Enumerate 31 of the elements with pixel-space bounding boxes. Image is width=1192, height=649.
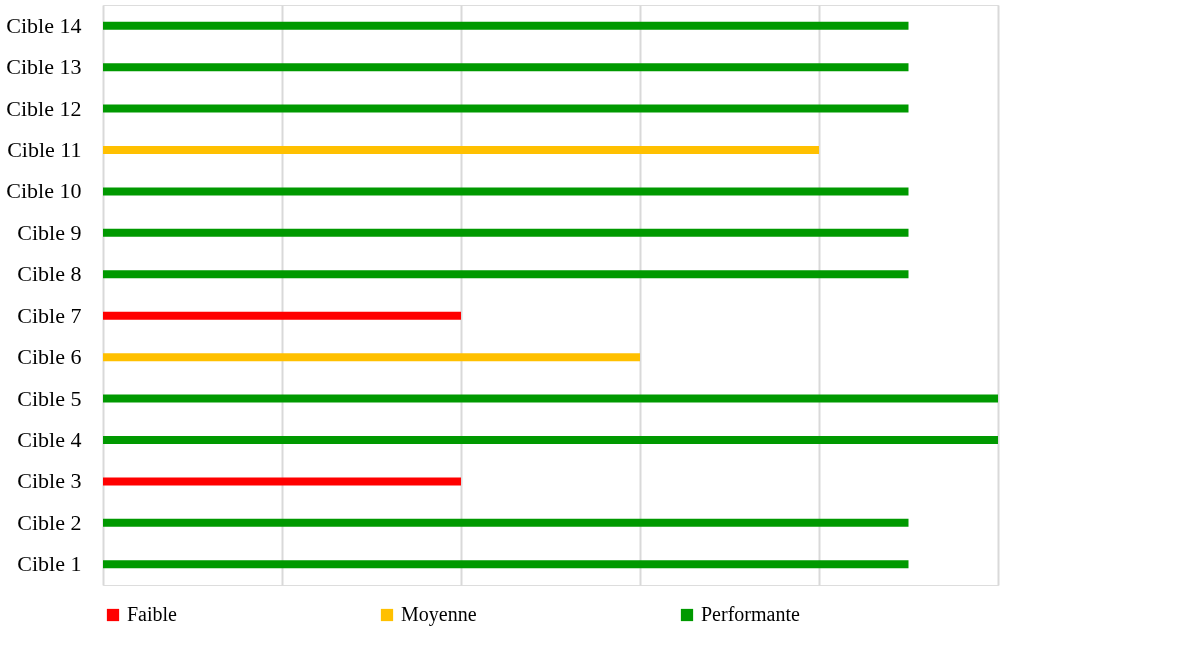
- y-tick-label: Cible 8: [17, 261, 82, 287]
- bar: [103, 311, 461, 320]
- bar: [103, 477, 461, 486]
- bar: [103, 228, 909, 237]
- bar: [103, 104, 909, 113]
- legend-label: Moyenne: [401, 603, 477, 626]
- y-tick-label: Cible 11: [7, 137, 82, 162]
- legend-label: Performante: [701, 603, 800, 625]
- y-tick-label: Cible 13: [6, 54, 82, 80]
- bar: [103, 560, 909, 569]
- bar: [103, 21, 909, 30]
- bar: [103, 187, 909, 196]
- y-tick-label: Cible 14: [6, 12, 82, 38]
- legend-label: Faible: [127, 603, 178, 625]
- y-tick-label: Cible 4: [17, 427, 82, 452]
- bar: [103, 146, 819, 154]
- y-tick-label: Cible 1: [17, 551, 82, 577]
- bar: [103, 353, 640, 362]
- bar: [103, 63, 909, 72]
- y-tick-label: Cible 12: [6, 95, 82, 121]
- y-tick-label: Cible 3: [17, 468, 82, 494]
- y-tick-label: Cible 7: [17, 302, 82, 328]
- y-tick-label: Cible 9: [17, 219, 82, 245]
- bar: [103, 394, 998, 403]
- bar: [103, 436, 998, 444]
- y-tick-label: Cible 2: [17, 509, 82, 535]
- bar: [103, 518, 909, 527]
- bar: [103, 270, 909, 279]
- y-tick-label: Cible 10: [6, 178, 82, 204]
- y-tick-label: Cible 5: [17, 385, 82, 411]
- y-tick-label: Cible 6: [17, 344, 82, 370]
